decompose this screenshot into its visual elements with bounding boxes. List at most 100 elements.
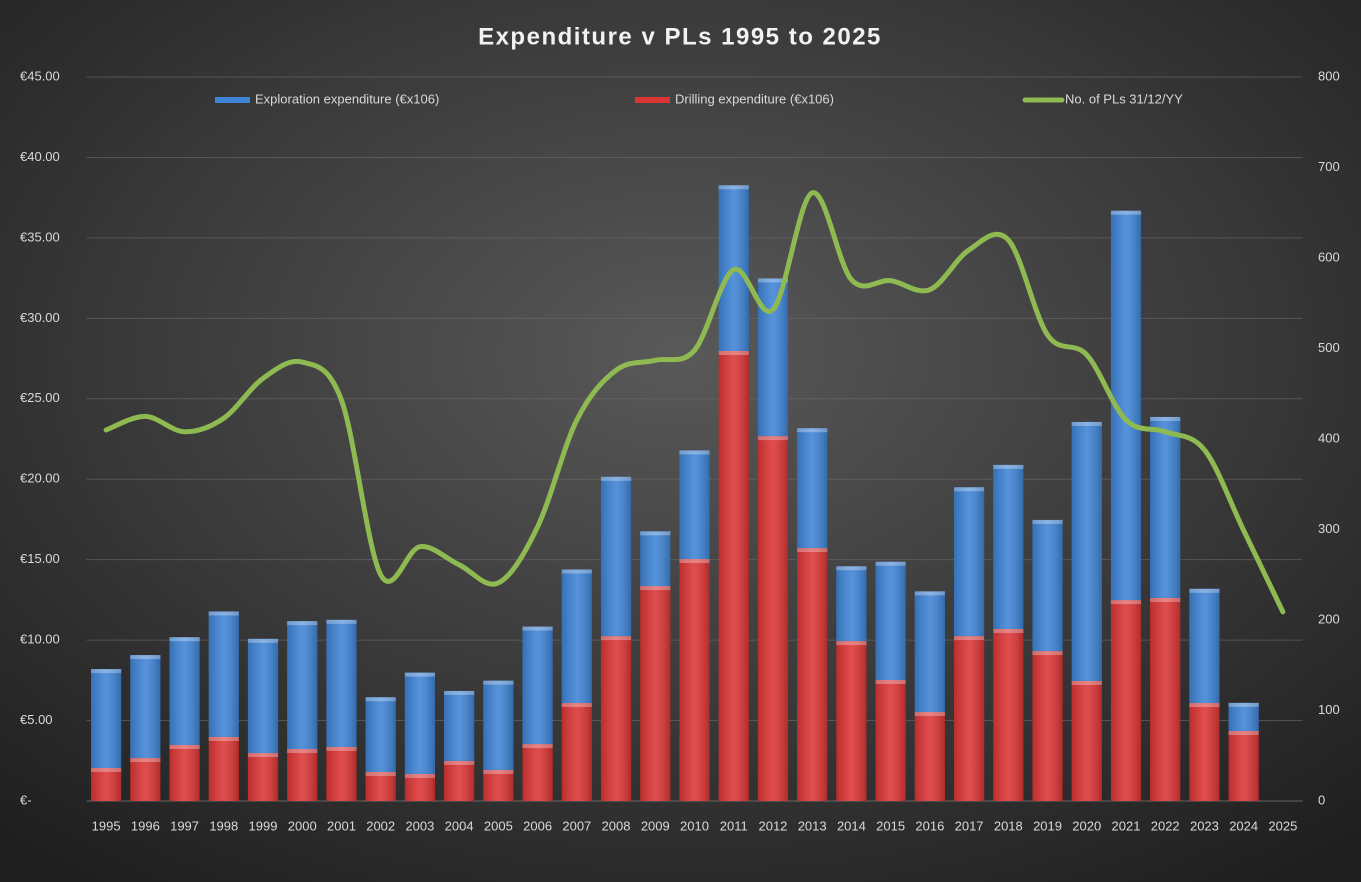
bar-shine <box>953 487 985 637</box>
bar-shine <box>326 746 357 801</box>
y-tick-label: €40.00 <box>20 149 60 164</box>
x-tick-label: 1997 <box>170 818 199 833</box>
bar-shine <box>757 436 789 801</box>
x-tick-label: 2024 <box>1229 818 1258 833</box>
x-tick-label: 2006 <box>523 818 552 833</box>
bar-top <box>91 768 122 773</box>
bar-shine <box>1071 421 1102 681</box>
y-tick-label: €30.00 <box>20 310 60 325</box>
bar-shine <box>561 569 592 704</box>
bar-shine <box>836 566 867 642</box>
bar-top <box>836 566 867 571</box>
bar-top <box>914 591 945 596</box>
bar-top <box>326 619 357 624</box>
legend-swatch <box>635 97 670 103</box>
bar-top <box>444 760 475 765</box>
bar-shine <box>600 636 632 801</box>
bar-top <box>483 769 514 774</box>
y-tick-label: €35.00 <box>20 229 60 244</box>
x-tick-label: 2015 <box>876 818 905 833</box>
x-tick-label: 2021 <box>1112 818 1141 833</box>
x-tick-label: 2017 <box>955 818 984 833</box>
bar-shine <box>993 629 1024 801</box>
y2-tick-label: 700 <box>1318 159 1340 174</box>
bar-top <box>953 636 985 641</box>
bar-top <box>797 428 828 433</box>
bar-shine <box>404 672 436 774</box>
bar-top <box>1189 703 1220 708</box>
bar-top <box>326 746 357 751</box>
y2-tick-label: 0 <box>1318 792 1325 807</box>
bar-shine <box>679 559 710 801</box>
bar-shine <box>1228 702 1259 732</box>
bar-shine <box>953 636 985 801</box>
bar-shine <box>287 749 318 801</box>
bar-top <box>1189 588 1220 593</box>
x-tick-label: 1996 <box>131 818 160 833</box>
bar-shine <box>836 641 867 801</box>
bar-shine <box>208 736 239 801</box>
bar-shine <box>757 278 789 437</box>
bar-top <box>718 350 749 355</box>
bar-shine <box>1071 680 1102 801</box>
bar-top <box>1110 600 1142 605</box>
bar-shine <box>797 428 828 549</box>
bar-top <box>1032 651 1063 656</box>
x-tick-label: 2008 <box>602 818 631 833</box>
x-tick-label: 2023 <box>1190 818 1219 833</box>
bar-shine <box>640 531 671 587</box>
x-tick-label: 1995 <box>92 818 121 833</box>
bar-top <box>247 638 279 643</box>
bar-top <box>600 636 632 641</box>
bar-top <box>522 744 553 749</box>
bar-shine <box>875 561 906 681</box>
bar-top <box>208 736 239 741</box>
y2-tick-label: 200 <box>1318 611 1340 626</box>
bar-top <box>1071 421 1102 426</box>
bar-top <box>718 185 749 190</box>
bar-shine <box>522 626 553 745</box>
y-tick-label: €10.00 <box>20 632 60 647</box>
x-tick-label: 2025 <box>1268 818 1297 833</box>
y2-tick-label: 100 <box>1318 702 1340 717</box>
bar-shine <box>483 680 514 770</box>
bar-shine <box>365 697 396 773</box>
bar-top <box>993 464 1024 469</box>
y2-tick-label: 300 <box>1318 521 1340 536</box>
bar-shine <box>169 637 200 746</box>
bar-top <box>836 641 867 646</box>
bar-top <box>130 655 161 660</box>
y2-tick-label: 400 <box>1318 430 1340 445</box>
y-tick-label: €25.00 <box>20 390 60 405</box>
bar-shine <box>247 638 279 754</box>
bar-shine <box>1189 588 1220 704</box>
bar-top <box>1032 519 1063 524</box>
bar-shine <box>993 464 1024 630</box>
bar-top <box>483 680 514 685</box>
line <box>103 190 1286 615</box>
bar-shine <box>914 712 945 801</box>
y-tick-label: €5.00 <box>20 712 53 727</box>
bar-top <box>1150 597 1181 602</box>
bar-shine <box>326 619 357 747</box>
bar-shine <box>287 621 318 750</box>
bar-top <box>561 703 592 708</box>
bar-shine <box>1110 600 1142 801</box>
x-tick-label: 2003 <box>405 818 434 833</box>
bar-top <box>169 745 200 750</box>
bar-top <box>757 278 789 283</box>
x-tick-label: 2012 <box>758 818 787 833</box>
bar-shine <box>365 772 396 801</box>
bar-shine <box>483 769 514 801</box>
bar-top <box>640 531 671 536</box>
bar-shine <box>1150 416 1181 598</box>
bar-shine <box>130 758 161 801</box>
y2-tick-label: 600 <box>1318 249 1340 264</box>
y-tick-label: €15.00 <box>20 551 60 566</box>
x-tick-label: 2004 <box>445 818 474 833</box>
bar-shine <box>169 745 200 801</box>
bar-top <box>91 669 122 674</box>
y2-tick-label: 800 <box>1318 68 1340 83</box>
y-tick-label: €- <box>20 792 32 807</box>
